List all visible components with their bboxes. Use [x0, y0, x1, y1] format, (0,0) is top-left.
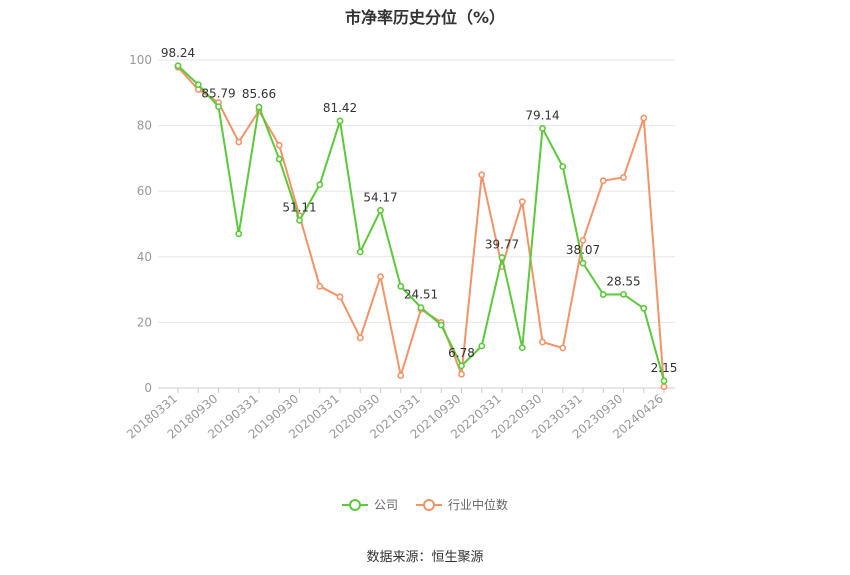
data-label: 39.77	[485, 238, 519, 252]
data-point[interactable]	[458, 362, 465, 370]
y-tick-label: 0	[144, 381, 152, 395]
data-point[interactable]	[478, 171, 486, 179]
data-point[interactable]	[235, 230, 243, 238]
data-point[interactable]	[397, 372, 405, 379]
data-point[interactable]	[377, 273, 384, 280]
data-point[interactable]	[194, 81, 202, 88]
data-label: 79.14	[525, 108, 559, 122]
data-point[interactable]	[397, 282, 405, 290]
data-point[interactable]	[660, 377, 668, 385]
data-point[interactable]	[356, 248, 364, 256]
data-point[interactable]	[296, 216, 303, 224]
data-point[interactable]	[417, 304, 425, 312]
series-layer	[174, 62, 668, 391]
data-point[interactable]	[620, 290, 627, 298]
y-tick-label: 100	[129, 53, 152, 67]
data-label: 85.66	[242, 87, 276, 101]
data-label: 81.42	[323, 101, 357, 115]
data-point[interactable]	[235, 138, 243, 146]
y-tick-label: 80	[137, 119, 152, 133]
data-label: 38.07	[566, 243, 600, 257]
data-point[interactable]	[539, 125, 546, 132]
data-point[interactable]	[559, 163, 567, 170]
data-point[interactable]	[174, 62, 182, 70]
data-label: 24.51	[404, 288, 438, 302]
data-label: 6.78	[448, 346, 475, 360]
data-point[interactable]	[275, 155, 283, 163]
data-point[interactable]	[599, 177, 607, 185]
legend-item-industry-median[interactable]: 行业中位数	[416, 496, 508, 513]
data-point[interactable]	[255, 103, 263, 111]
legend-label-industry-median: 行业中位数	[448, 498, 509, 512]
data-label: 28.55	[606, 274, 640, 288]
data-point[interactable]	[660, 383, 668, 391]
data-label: 98.24	[161, 46, 195, 60]
data-label: 51.11	[282, 200, 316, 214]
chart-title: 市净率历史分位（%）	[344, 8, 506, 27]
data-point[interactable]	[579, 259, 587, 267]
data-point[interactable]	[437, 321, 445, 329]
data-point[interactable]	[640, 114, 648, 122]
legend: 公司 行业中位数	[0, 496, 850, 513]
data-label: 2.15	[651, 361, 678, 375]
data-point[interactable]	[316, 282, 324, 290]
y-tick-label: 40	[137, 250, 152, 264]
data-point[interactable]	[559, 344, 567, 352]
data-point[interactable]	[539, 338, 546, 346]
series-line-1	[177, 66, 665, 387]
data-point[interactable]	[336, 293, 344, 301]
data-point[interactable]	[458, 370, 465, 378]
legend-label-company: 公司	[373, 498, 398, 512]
data-point[interactable]	[356, 334, 364, 342]
data-label: 54.17	[363, 190, 397, 204]
data-point[interactable]	[316, 181, 324, 189]
data-point[interactable]	[518, 198, 526, 206]
data-label: 85.79	[201, 87, 235, 101]
label-layer: 98.24 85.79 85.66 51.11 81.42 54.17 24.51 6.78 3…	[161, 46, 678, 375]
y-tick-label: 60	[137, 184, 152, 198]
data-point[interactable]	[478, 342, 486, 350]
series-line-0	[177, 65, 665, 382]
data-point[interactable]	[275, 141, 283, 149]
data-point[interactable]	[599, 291, 607, 298]
y-tick-label: 20	[137, 315, 152, 329]
source-note: 数据来源：恒生聚源	[366, 550, 484, 565]
data-point[interactable]	[620, 174, 627, 181]
data-point[interactable]	[498, 254, 506, 261]
legend-swatch-company	[341, 498, 368, 512]
data-point[interactable]	[215, 103, 222, 111]
legend-swatch-industry-median	[416, 498, 442, 512]
data-point[interactable]	[518, 344, 526, 352]
data-point[interactable]	[579, 236, 587, 244]
data-point[interactable]	[377, 206, 384, 214]
data-point[interactable]	[640, 304, 648, 312]
legend-item-company[interactable]: 公司	[341, 496, 398, 513]
data-point[interactable]	[336, 117, 344, 125]
